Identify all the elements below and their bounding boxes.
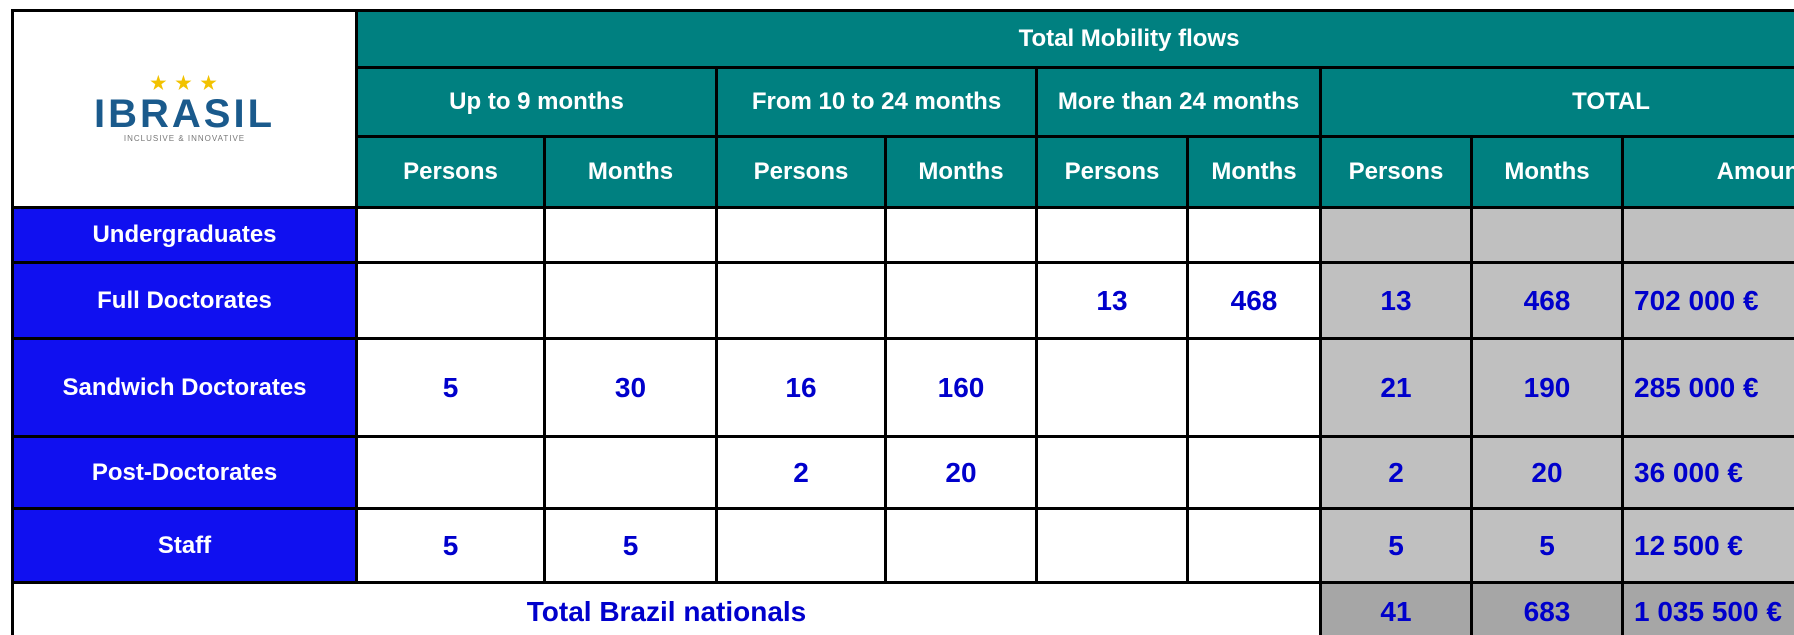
data-cell [355,435,546,510]
logo-brand: IBRASIL [94,92,275,137]
data-cell: 5 [355,337,546,438]
data-cell [1186,206,1322,264]
data-cell: 2 [715,435,887,510]
data-cell [1186,507,1322,584]
total-label: Total Brazil nationals [11,581,1322,635]
data-cell: 5 [1470,507,1624,584]
column-header: Months [543,135,718,209]
data-cell [1621,206,1794,264]
data-cell [1035,206,1189,264]
column-header: Amount [1621,135,1794,209]
column-header: Persons [1035,135,1189,209]
data-cell: 13 [1035,261,1189,340]
data-cell [1470,206,1624,264]
row-label: Undergraduates [11,206,358,264]
data-cell: 13 [1319,261,1473,340]
data-cell: 2 [1319,435,1473,510]
row-label: Post-Doctorates [11,435,358,510]
data-cell [884,206,1038,264]
column-header: Months [1470,135,1624,209]
column-header: Persons [1319,135,1473,209]
column-header: Persons [715,135,887,209]
column-header: Months [1186,135,1322,209]
data-cell: 160 [884,337,1038,438]
data-cell [1319,206,1473,264]
data-cell [715,206,887,264]
data-cell: 190 [1470,337,1624,438]
data-cell [884,507,1038,584]
column-header: Months [884,135,1038,209]
data-cell [1035,337,1189,438]
row-label: Sandwich Doctorates [11,337,358,438]
data-cell [355,206,546,264]
data-cell: 5 [543,507,718,584]
total-cell: 683 [1470,581,1624,635]
group-header: More than 24 months [1035,66,1322,138]
data-cell [355,261,546,340]
data-cell: 20 [884,435,1038,510]
row-label: Full Doctorates [11,261,358,340]
data-cell [543,206,718,264]
total-cell: 1 035 500 € [1621,581,1794,635]
group-header: Up to 9 months [355,66,718,138]
data-cell: 36 000 € [1621,435,1794,510]
column-header: Persons [355,135,546,209]
data-cell: 12 500 € [1621,507,1794,584]
data-cell: 16 [715,337,887,438]
title: Total Mobility flows [355,9,1794,69]
data-cell [715,261,887,340]
data-cell [1035,507,1189,584]
data-cell: 285 000 € [1621,337,1794,438]
data-cell [1186,435,1322,510]
data-cell: 21 [1319,337,1473,438]
data-cell: 5 [1319,507,1473,584]
data-cell [1035,435,1189,510]
data-cell [543,435,718,510]
logo-cell: ★ ★ ★ IBRASIL INCLUSIVE & INNOVATIVE [11,9,358,209]
data-cell [884,261,1038,340]
group-header: TOTAL [1319,66,1794,138]
row-label: Staff [11,507,358,584]
data-cell [715,507,887,584]
logo-tagline: INCLUSIVE & INNOVATIVE [123,134,246,144]
data-cell: 702 000 € [1621,261,1794,340]
data-cell [543,261,718,340]
data-cell: 5 [355,507,546,584]
data-cell: 20 [1470,435,1624,510]
data-cell: 30 [543,337,718,438]
total-cell: 41 [1319,581,1473,635]
data-cell: 468 [1186,261,1322,340]
group-header: From 10 to 24 months [715,66,1038,138]
data-cell [1186,337,1322,438]
logo-stars: ★ ★ ★ [150,73,219,94]
data-cell: 468 [1470,261,1624,340]
